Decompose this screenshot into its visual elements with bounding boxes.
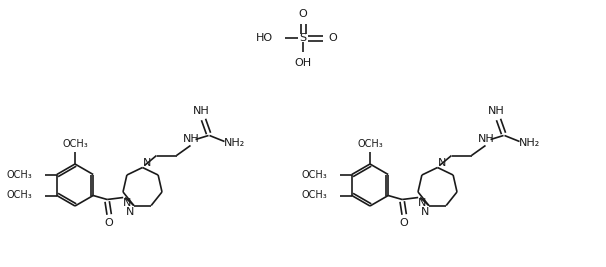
Text: N: N: [421, 206, 429, 217]
Text: O: O: [328, 33, 338, 43]
Text: OCH₃: OCH₃: [6, 170, 32, 179]
Text: NH: NH: [478, 135, 495, 144]
Text: NH: NH: [488, 105, 505, 116]
Text: OCH₃: OCH₃: [6, 190, 32, 201]
Text: HO: HO: [256, 33, 273, 43]
Text: NH₂: NH₂: [519, 139, 540, 148]
Text: O: O: [299, 9, 307, 19]
Text: N: N: [438, 158, 447, 167]
Text: OCH₃: OCH₃: [301, 190, 327, 201]
Text: O: O: [400, 218, 408, 229]
Text: OH: OH: [295, 58, 311, 68]
Text: S: S: [299, 33, 307, 43]
Text: N: N: [144, 158, 152, 167]
Text: NH₂: NH₂: [224, 139, 245, 148]
Text: N: N: [123, 198, 132, 207]
Text: OCH₃: OCH₃: [357, 139, 383, 149]
Text: NH: NH: [193, 105, 210, 116]
Text: OCH₃: OCH₃: [62, 139, 88, 149]
Text: N: N: [418, 198, 427, 207]
Text: O: O: [105, 218, 113, 229]
Text: NH: NH: [183, 135, 200, 144]
Text: OCH₃: OCH₃: [301, 170, 327, 179]
Text: N: N: [125, 206, 134, 217]
